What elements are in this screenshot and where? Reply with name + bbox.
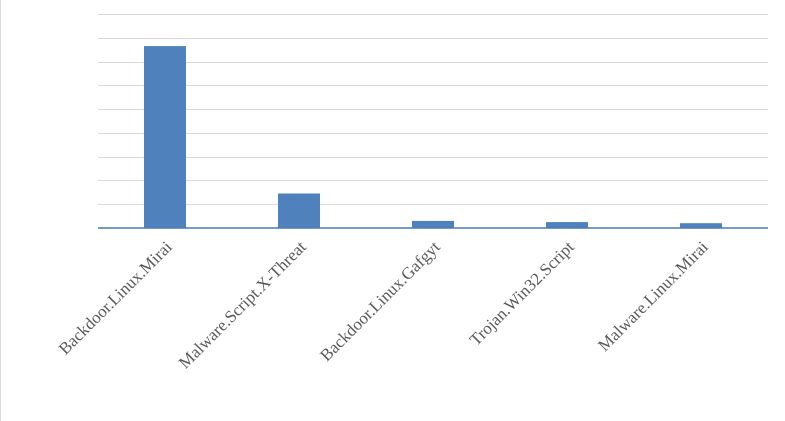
bars <box>144 46 722 228</box>
bar-malware-linux-mirai <box>680 223 722 228</box>
x-tick-label: Backdoor.Linux.Mirai <box>55 237 176 358</box>
bar-backdoor-linux-gafgyt <box>412 220 454 228</box>
x-tick-label: Malware.Script.X-Threat <box>175 237 310 372</box>
bar-malware-script-x-threat <box>278 193 320 228</box>
bar-trojan-win32-script <box>546 222 588 228</box>
gridlines <box>98 14 768 205</box>
x-tick-label: Malware.Linux.Mirai <box>594 237 712 355</box>
category-labels: Backdoor.Linux.Mirai Malware.Script.X-Thr… <box>55 237 712 372</box>
x-tick-label: Trojan.Win32.Script <box>466 237 578 349</box>
x-tick-label: Backdoor.Linux.Gafgyt <box>316 237 444 365</box>
bar-backdoor-linux-mirai <box>144 46 186 228</box>
